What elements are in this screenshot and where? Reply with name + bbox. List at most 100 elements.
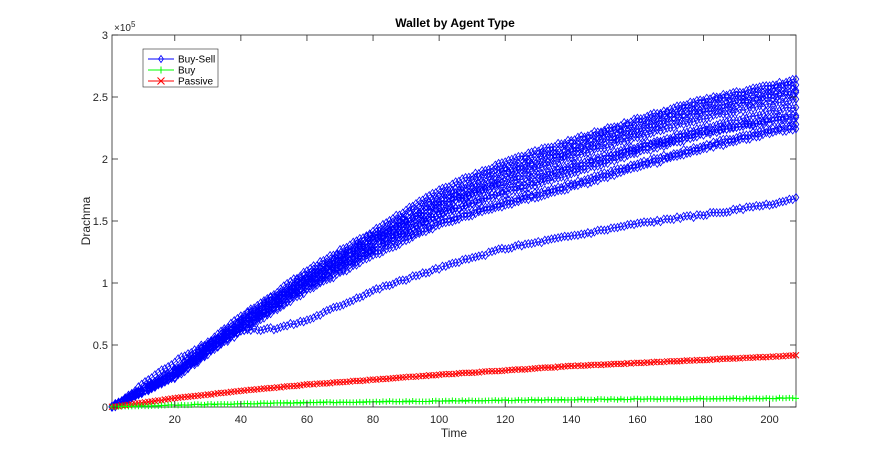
data-point bbox=[650, 156, 658, 167]
data-point bbox=[376, 249, 383, 259]
data-point bbox=[535, 396, 542, 403]
data-point bbox=[482, 205, 489, 215]
data-point bbox=[435, 185, 443, 195]
data-point bbox=[627, 130, 635, 140]
data-point bbox=[762, 93, 770, 103]
x-tick-label: 120 bbox=[496, 414, 514, 426]
data-point bbox=[696, 114, 704, 124]
data-point bbox=[673, 110, 681, 121]
data-point bbox=[336, 244, 344, 255]
data-point bbox=[610, 156, 618, 166]
data-point bbox=[250, 323, 258, 334]
data-point bbox=[584, 148, 592, 158]
data-point bbox=[521, 173, 529, 184]
data-point bbox=[660, 214, 668, 224]
data-point bbox=[244, 313, 251, 323]
data-point bbox=[683, 107, 691, 117]
data-point bbox=[789, 114, 796, 125]
data-point bbox=[313, 310, 321, 321]
data-point bbox=[389, 242, 397, 253]
data-point bbox=[373, 232, 380, 243]
data-point bbox=[303, 315, 311, 325]
data-point bbox=[161, 364, 169, 374]
data-point bbox=[320, 399, 327, 406]
data-point bbox=[574, 180, 582, 191]
data-point bbox=[584, 141, 592, 152]
data-point bbox=[316, 256, 324, 267]
data-point bbox=[495, 199, 502, 209]
data-point bbox=[683, 118, 691, 128]
data-point bbox=[511, 241, 519, 251]
data-point bbox=[425, 205, 433, 216]
data-point bbox=[475, 187, 483, 198]
data-point bbox=[640, 117, 648, 127]
data-point bbox=[297, 291, 304, 301]
data-point bbox=[157, 77, 165, 85]
data-point bbox=[574, 167, 582, 177]
data-point bbox=[776, 105, 783, 116]
data-point bbox=[148, 383, 155, 393]
data-point bbox=[135, 382, 142, 392]
data-point bbox=[789, 74, 796, 85]
data-point bbox=[439, 183, 446, 193]
data-point bbox=[320, 307, 327, 318]
data-point bbox=[131, 389, 139, 400]
data-point bbox=[250, 309, 258, 319]
data-point bbox=[786, 121, 793, 131]
data-point bbox=[733, 122, 740, 132]
y-tick-label: 1.5 bbox=[93, 216, 108, 228]
data-point bbox=[429, 219, 436, 229]
data-point bbox=[551, 159, 559, 170]
data-point bbox=[710, 105, 717, 116]
data-point bbox=[128, 388, 136, 399]
data-point bbox=[429, 188, 436, 199]
data-point bbox=[789, 194, 796, 205]
data-point bbox=[386, 215, 393, 226]
data-point bbox=[515, 151, 522, 162]
data-point bbox=[396, 210, 403, 220]
data-point bbox=[637, 139, 644, 150]
data-point bbox=[578, 396, 585, 403]
data-point bbox=[726, 88, 734, 99]
data-point bbox=[505, 178, 512, 189]
data-point bbox=[128, 392, 136, 403]
data-point bbox=[264, 323, 271, 334]
data-point bbox=[373, 223, 380, 234]
data-point bbox=[743, 113, 750, 123]
y-tick-label: 0 bbox=[102, 402, 108, 414]
data-point bbox=[792, 119, 800, 130]
data-point bbox=[683, 211, 691, 221]
data-point bbox=[680, 150, 687, 160]
data-point bbox=[508, 176, 516, 186]
data-point bbox=[746, 89, 754, 99]
data-point bbox=[465, 199, 473, 209]
data-point bbox=[601, 133, 608, 143]
data-point bbox=[667, 135, 674, 146]
data-point bbox=[756, 126, 763, 137]
data-point bbox=[465, 208, 473, 218]
data-point bbox=[230, 328, 238, 339]
data-point bbox=[505, 168, 512, 178]
data-point bbox=[525, 148, 532, 158]
data-point bbox=[759, 109, 767, 119]
data-point bbox=[297, 400, 304, 407]
data-point bbox=[779, 115, 787, 125]
data-point bbox=[604, 225, 611, 235]
x-tick-label: 20 bbox=[169, 414, 181, 426]
data-point bbox=[518, 161, 526, 172]
data-point bbox=[336, 301, 344, 311]
data-point bbox=[726, 206, 734, 217]
data-point bbox=[445, 205, 453, 215]
data-point bbox=[194, 344, 202, 355]
data-point bbox=[723, 109, 730, 120]
data-point bbox=[743, 134, 750, 145]
data-point bbox=[733, 136, 740, 146]
data-point bbox=[558, 232, 565, 242]
data-point bbox=[591, 141, 598, 151]
data-point bbox=[733, 132, 740, 143]
data-point bbox=[478, 193, 486, 204]
data-point bbox=[429, 212, 436, 222]
series-passive bbox=[108, 351, 800, 411]
data-point bbox=[422, 192, 430, 203]
